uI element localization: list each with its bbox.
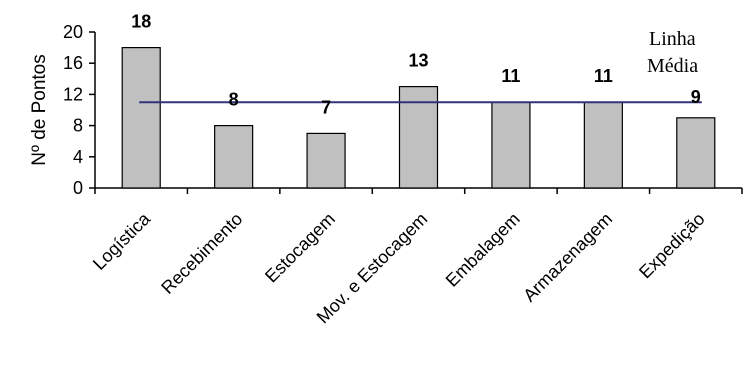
bar [583,101,623,189]
category-label: Recebimento [157,209,246,298]
bar [306,132,346,189]
category-label: Expedição [635,209,709,283]
y-tick-label: 0 [73,178,83,198]
data-label: 7 [321,97,331,117]
category-label: Armazenagem [519,209,616,306]
mean-line-label-line1: Linha [649,28,696,50]
data-label: 11 [501,66,520,86]
y-tick-label: 8 [73,116,83,136]
y-axis-title: Nº de Pontos [29,54,50,166]
bar [676,117,716,189]
data-label: 11 [594,66,613,86]
bar [121,46,161,189]
mean-line-label-line2: Média [647,55,698,77]
y-tick-label: 20 [63,22,83,42]
y-tick-label: 12 [63,84,83,104]
category-label: Embalagem [442,209,524,291]
data-label: 8 [229,90,239,110]
category-label: Logística [89,208,155,274]
data-label: 13 [408,51,428,71]
x-axis [94,187,743,194]
data-labels: 18 8 7 13 11 11 9 [131,12,701,118]
bar [214,124,254,189]
bars [121,46,716,189]
bar [491,101,531,189]
category-label: Estocagem [261,209,339,287]
data-label: 9 [691,87,701,107]
bar [398,85,439,189]
y-tick-label: 4 [73,147,83,167]
data-label: 18 [131,12,151,32]
y-tick-label: 16 [63,53,83,73]
y-axis: 0 4 8 12 16 20 [63,22,96,198]
